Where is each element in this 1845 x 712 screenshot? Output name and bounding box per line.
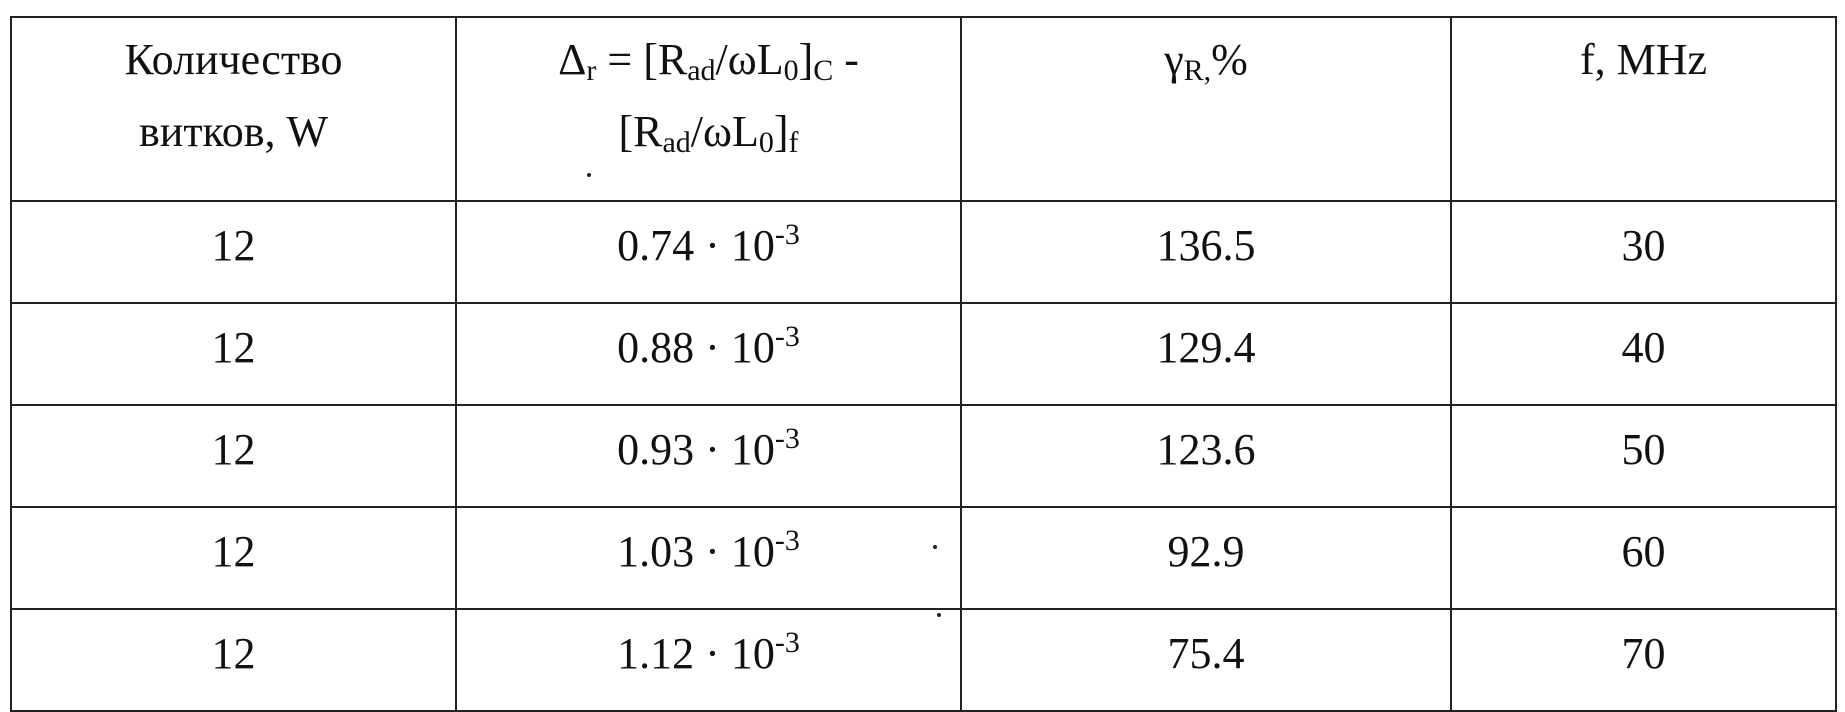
table-row: 12 0.88 · 10-3 129.4 40 — [11, 303, 1836, 405]
scan-speck — [587, 173, 591, 177]
l0-sub-2: 0 — [759, 126, 774, 159]
delta-exponent: -3 — [775, 524, 800, 557]
delta-exponent: -3 — [775, 626, 800, 659]
delta-mantissa: 0.93 · 10 — [617, 425, 775, 474]
delta-eq: = [R — [596, 35, 687, 84]
table-row: 12 0.74 · 10-3 136.5 30 — [11, 201, 1836, 303]
header-row: Количество витков, W Δr = [Rad/ωL0]C - [… — [11, 17, 1836, 201]
header-gamma-r: γR,% — [961, 17, 1451, 201]
bracket-close-2: ] — [774, 107, 789, 156]
delta-mantissa: 1.12 · 10 — [617, 629, 775, 678]
delta-exponent: -3 — [775, 320, 800, 353]
cell-turns: 12 — [11, 405, 456, 507]
cell-gamma: 75.4 — [961, 609, 1451, 711]
cell-delta: 1.03 · 10-3 — [456, 507, 961, 609]
cell-frequency: 70 — [1451, 609, 1836, 711]
cell-gamma: 129.4 — [961, 303, 1451, 405]
rad-sub: ad — [687, 54, 715, 87]
cell-frequency: 40 — [1451, 303, 1836, 405]
header-turns-count: Количество витков, W — [11, 17, 456, 201]
header-turns-line1: Количество — [12, 24, 455, 96]
bracket-open-2: [R — [618, 107, 662, 156]
delta-exponent: -3 — [775, 422, 800, 455]
header-frequency-label: f, MHz — [1452, 24, 1835, 96]
header-turns-line2: витков, W — [12, 96, 455, 168]
header-gamma-line: γR,% — [962, 24, 1450, 96]
cell-gamma: 136.5 — [961, 201, 1451, 303]
header-delta-r: Δr = [Rad/ωL0]C - [Rad/ωL0]f — [456, 17, 961, 201]
delta-sub: r — [586, 54, 596, 87]
gamma-symbol: γ — [1164, 35, 1183, 84]
l0-sub: 0 — [784, 54, 799, 87]
table-row: 12 0.93 · 10-3 123.6 50 — [11, 405, 1836, 507]
omega-l-2: /ωL — [691, 107, 759, 156]
cell-frequency: 30 — [1451, 201, 1836, 303]
cell-turns: 12 — [11, 303, 456, 405]
cell-frequency: 60 — [1451, 507, 1836, 609]
f-sub: f — [789, 126, 799, 159]
cell-turns: 12 — [11, 507, 456, 609]
data-table-container: Количество витков, W Δr = [Rad/ωL0]C - [… — [10, 16, 1835, 712]
gamma-sub: R, — [1184, 54, 1212, 87]
percent-unit: % — [1211, 35, 1248, 84]
cell-delta: 0.88 · 10-3 — [456, 303, 961, 405]
delta-symbol: Δ — [558, 35, 586, 84]
data-table: Количество витков, W Δr = [Rad/ωL0]C - [… — [10, 16, 1837, 712]
header-frequency: f, MHz — [1451, 17, 1836, 201]
table-row: 12 1.03 · 10-3 92.9 60 — [11, 507, 1836, 609]
delta-mantissa: 1.03 · 10 — [617, 527, 775, 576]
bracket-close-1: ] — [799, 35, 814, 84]
cell-turns: 12 — [11, 609, 456, 711]
header-delta-line2: [Rad/ωL0]f — [457, 96, 960, 168]
cell-delta: 0.93 · 10-3 — [456, 405, 961, 507]
table-row: 12 1.12 · 10-3 75.4 70 — [11, 609, 1836, 711]
cell-gamma: 92.9 — [961, 507, 1451, 609]
scan-speck — [937, 613, 941, 617]
c-sub: C — [813, 54, 833, 87]
header-delta-line1: Δr = [Rad/ωL0]C - — [457, 24, 960, 96]
omega-l: /ωL — [716, 35, 784, 84]
cell-frequency: 50 — [1451, 405, 1836, 507]
cell-gamma: 123.6 — [961, 405, 1451, 507]
delta-mantissa: 0.88 · 10 — [617, 323, 775, 372]
minus-sign: - — [833, 35, 859, 84]
cell-delta: 0.74 · 10-3 — [456, 201, 961, 303]
cell-turns: 12 — [11, 201, 456, 303]
delta-mantissa: 0.74 · 10 — [617, 221, 775, 270]
rad-sub-2: ad — [662, 126, 690, 159]
scan-speck — [933, 545, 937, 549]
delta-exponent: -3 — [775, 218, 800, 251]
cell-delta: 1.12 · 10-3 — [456, 609, 961, 711]
